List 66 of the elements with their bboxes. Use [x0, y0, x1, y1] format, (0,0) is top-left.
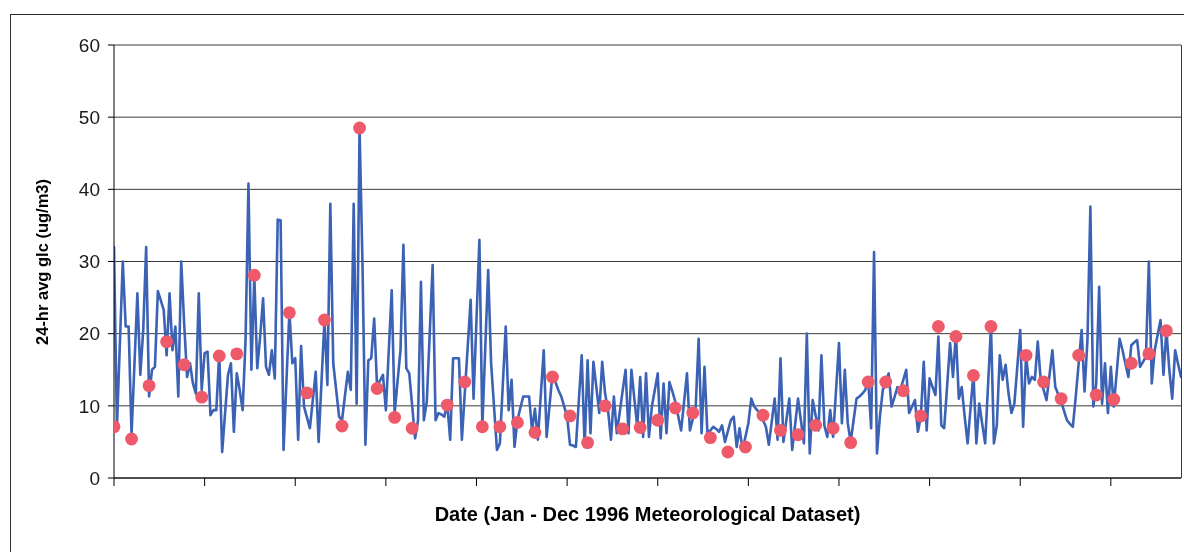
y-tick-label: 40: [78, 179, 100, 201]
point: [493, 420, 507, 434]
point: [212, 349, 226, 363]
point: [826, 421, 840, 435]
y-tick-label: 60: [78, 34, 100, 56]
point: [756, 408, 770, 422]
point: [230, 347, 244, 361]
point: [616, 422, 630, 436]
point: [142, 379, 156, 393]
point: [1019, 348, 1033, 362]
point: [1107, 392, 1121, 406]
point: [598, 399, 612, 413]
point: [458, 375, 472, 389]
point: [949, 330, 963, 343]
point: [282, 306, 296, 320]
point: [914, 409, 928, 423]
point: [931, 320, 945, 333]
point: [984, 320, 998, 333]
point: [546, 370, 559, 384]
point: [318, 313, 331, 327]
point: [440, 398, 454, 412]
point: [1142, 347, 1156, 361]
point: [353, 121, 366, 135]
y-tick-label: 50: [78, 106, 100, 128]
point: [1159, 324, 1173, 338]
point: [335, 419, 349, 433]
point: [844, 436, 858, 450]
point: [791, 428, 805, 442]
point: [721, 445, 735, 459]
y-tick-label: 30: [78, 251, 100, 273]
point: [125, 432, 138, 446]
point: [510, 416, 524, 429]
point: [879, 375, 893, 389]
point: [160, 335, 174, 349]
point: [686, 406, 700, 420]
point: [528, 426, 542, 439]
point: [300, 386, 314, 400]
point: [388, 410, 402, 424]
x-axis-title: Date (Jan - Dec 1996 Meteorological Dataset): [433, 503, 862, 526]
point: [177, 358, 191, 372]
point: [370, 382, 384, 395]
point: [896, 384, 910, 398]
point: [405, 421, 419, 435]
y-axis-title: 24-hr avg glc (ug/m3): [32, 178, 52, 345]
point: [774, 423, 787, 437]
point: [668, 401, 682, 415]
point: [563, 409, 577, 423]
point: [581, 436, 595, 450]
point: [1124, 356, 1138, 370]
point: [1054, 392, 1068, 406]
point: [967, 369, 980, 382]
point: [633, 421, 647, 434]
point: [651, 413, 665, 427]
point: [739, 440, 752, 454]
point: [1037, 375, 1051, 389]
point: [1089, 388, 1103, 402]
point: [195, 390, 209, 404]
point: [861, 375, 875, 389]
point: [247, 268, 261, 282]
y-tick-label: 0: [89, 467, 100, 489]
point: [809, 418, 823, 432]
y-tick-label: 20: [78, 323, 100, 345]
point: [1072, 348, 1086, 362]
point: [703, 431, 717, 445]
point: [475, 420, 489, 434]
y-tick-label: 10: [78, 395, 100, 417]
